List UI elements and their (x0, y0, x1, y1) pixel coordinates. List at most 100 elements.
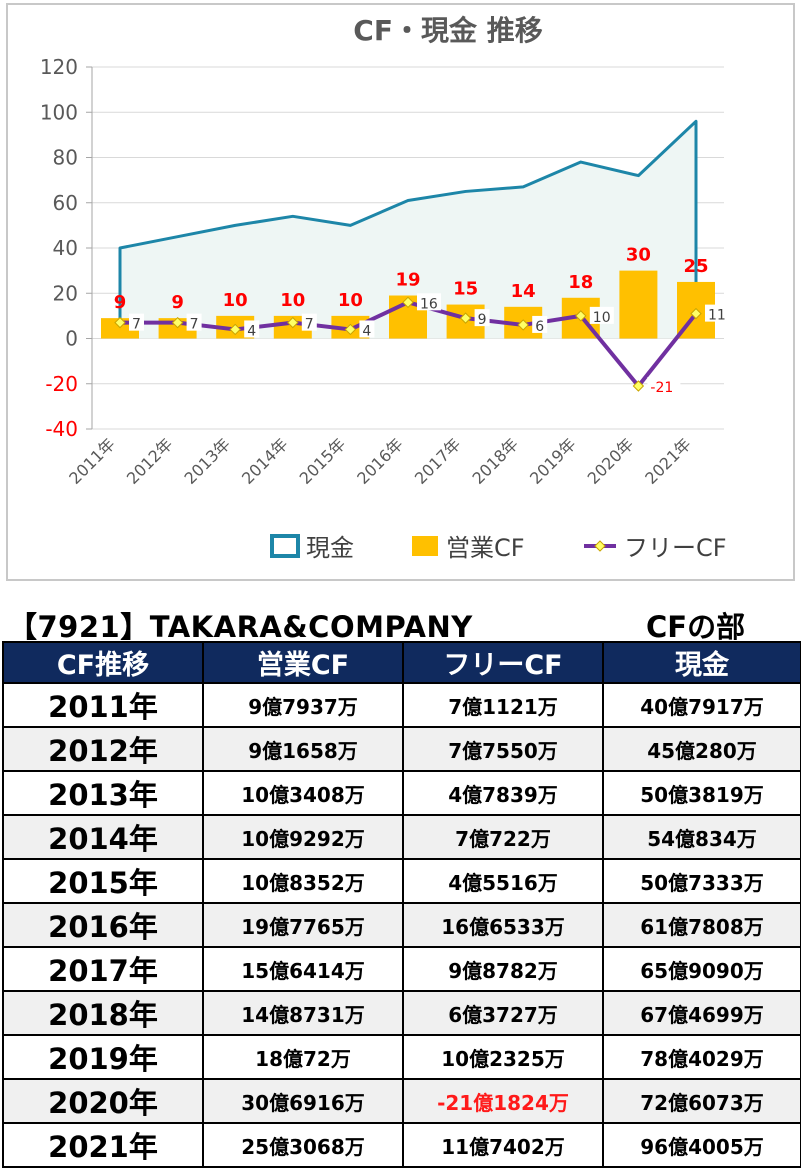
free-cf-label: 6 (535, 319, 544, 335)
operating-cf-label: 14 (511, 281, 536, 302)
free-cf-label-bg (186, 313, 202, 331)
year-cell: 2015年 (2, 858, 204, 904)
operating-cf-label: 18 (568, 272, 593, 293)
free-cf-cell: 9億8782万 (402, 946, 604, 992)
x-tick-label: 2020年 (584, 434, 638, 488)
free-cf-label: 9 (478, 312, 487, 328)
year-cell: 2018年 (2, 990, 204, 1036)
table-row: 2011年 9億7937万 7億1121万 40億7917万 (2, 682, 801, 728)
y-tick-label: 60 (53, 191, 78, 215)
free-cf-cell: -21億1824万 (402, 1078, 604, 1124)
year-cell: 2020年 (2, 1078, 204, 1124)
cash-cell: 50億7333万 (602, 858, 801, 904)
legend-operating-cf-swatch (412, 536, 438, 556)
free-cf-label: -21 (650, 380, 673, 396)
free-cf-point (690, 307, 702, 320)
legend-free-cf-marker (594, 540, 606, 552)
legend-cash-label: 現金 (306, 534, 354, 562)
cf-chart: CF・現金 推移 9 9 10 10 10 19 15 14 18 30 25 7 7 4 7 4 16 9 6 10… (39, 14, 729, 562)
table-row: 2020年 30億6916万 -21億1824万 72億6073万 (2, 1078, 801, 1124)
header-free-cf: フリーCF (402, 641, 604, 684)
year-cell: 2021年 (2, 1122, 204, 1168)
free-cf-cell: 4億5516万 (402, 858, 604, 904)
table-row: 2013年 10億3408万 4億7839万 50億3819万 (2, 770, 801, 816)
free-cf-cell: 11億7402万 (402, 1122, 604, 1168)
y-tick-label: 20 (53, 281, 78, 305)
header-cf-transition: CF推移 (2, 641, 204, 684)
x-tick-label: 2016年 (353, 434, 407, 488)
cash-cell: 54億834万 (602, 814, 801, 860)
free-cf-point (114, 316, 126, 329)
year-cell: 2019年 (2, 1034, 204, 1080)
free-cf-label: 10 (593, 310, 611, 326)
free-cf-label-bg (647, 377, 681, 395)
free-cf-point (517, 319, 529, 331)
table-row: 2015年 10億8352万 4億5516万 50億7333万 (2, 858, 801, 904)
table-title-row: 【7921】TAKARA&COMPANY CFの部 (0, 604, 801, 644)
y-tick-label: 80 (53, 146, 78, 170)
free-cf-label: 4 (362, 323, 371, 339)
free-cf-cell: 7億722万 (402, 814, 604, 860)
table-row: 2016年 19億7765万 16億6533万 61億7808万 (2, 902, 801, 948)
operating-cf-cell: 14億8731万 (202, 990, 404, 1036)
free-cf-label: 7 (190, 317, 199, 333)
cash-cell: 67億4699万 (602, 990, 801, 1036)
free-cf-point (459, 312, 472, 324)
free-cf-cell: 7億7550万 (402, 726, 604, 772)
operating-cf-cell: 10億8352万 (202, 858, 404, 904)
operating-cf-cell: 18億72万 (202, 1034, 404, 1080)
free-cf-label-bg (417, 293, 441, 311)
y-tick-label: 0 (65, 327, 78, 351)
table-row: 2014年 10億9292万 7億722万 54億834万 (2, 814, 801, 860)
free-cf-point (575, 310, 587, 322)
operating-cf-label: 10 (280, 290, 305, 311)
cash-cell: 78億4029万 (602, 1034, 801, 1080)
x-tick-label: 2014年 (238, 434, 292, 488)
free-cf-label-bg (532, 315, 548, 333)
x-tick-label: 2015年 (296, 434, 350, 488)
year-cell: 2017年 (2, 946, 204, 992)
x-tick-label: 2012年 (123, 434, 177, 488)
year-cell: 2012年 (2, 726, 204, 772)
free-cf-point (287, 316, 299, 329)
year-cell: 2014年 (2, 814, 204, 860)
free-cf-label: 11 (708, 308, 726, 324)
y-tick-label: 100 (40, 100, 78, 124)
table-header-row: CF推移 営業CF フリーCF 現金 (2, 641, 801, 684)
y-tick-label: 40 (53, 236, 78, 260)
y-tick-label: -40 (45, 417, 78, 441)
company-name: 【7921】TAKARA&COMPANY (8, 610, 473, 644)
operating-cf-cell: 10億9292万 (202, 814, 404, 860)
operating-cf-bar (619, 270, 658, 339)
table-row: 2018年 14億8731万 6億3727万 67億4699万 (2, 990, 801, 1036)
cash-cell: 50億3819万 (602, 770, 801, 816)
cash-cell: 96億4005万 (602, 1122, 801, 1168)
legend-free-cf-label: フリーCF (624, 534, 727, 562)
header-cash: 現金 (602, 641, 801, 684)
free-cf-cell: 6億3727万 (402, 990, 604, 1036)
x-tick-label: 2018年 (468, 434, 522, 488)
y-tick-label: -20 (45, 372, 78, 396)
free-cf-label-bg (589, 306, 614, 324)
cash-series-line (118, 119, 698, 339)
operating-cf-cell: 10億3408万 (202, 770, 404, 816)
free-cf-point (632, 380, 645, 392)
x-tick-label: 2019年 (526, 434, 580, 488)
free-cf-cell: 7億1121万 (402, 682, 604, 728)
free-cf-label-bg (474, 309, 490, 327)
free-cf-label-bg (705, 304, 729, 322)
free-cf-label: 16 (420, 296, 438, 312)
year-cell: 2013年 (2, 770, 204, 816)
operating-cf-label: 19 (395, 270, 420, 291)
table-row: 2017年 15億6414万 9億8782万 65億9090万 (2, 946, 801, 992)
free-cf-cell: 4億7839万 (402, 770, 604, 816)
operating-cf-label: 10 (338, 290, 363, 311)
cash-cell: 72億6073万 (602, 1078, 801, 1124)
legend-operating-cf-label: 営業CF (446, 534, 525, 562)
cash-cell: 61億7808万 (602, 902, 801, 948)
free-cf-cell: 16億6533万 (402, 902, 604, 948)
x-tick-label: 2021年 (641, 434, 695, 488)
chart-title: CF・現金 推移 (353, 14, 542, 47)
free-cf-cell: 10億2325万 (402, 1034, 604, 1080)
operating-cf-cell: 9億1658万 (202, 726, 404, 772)
